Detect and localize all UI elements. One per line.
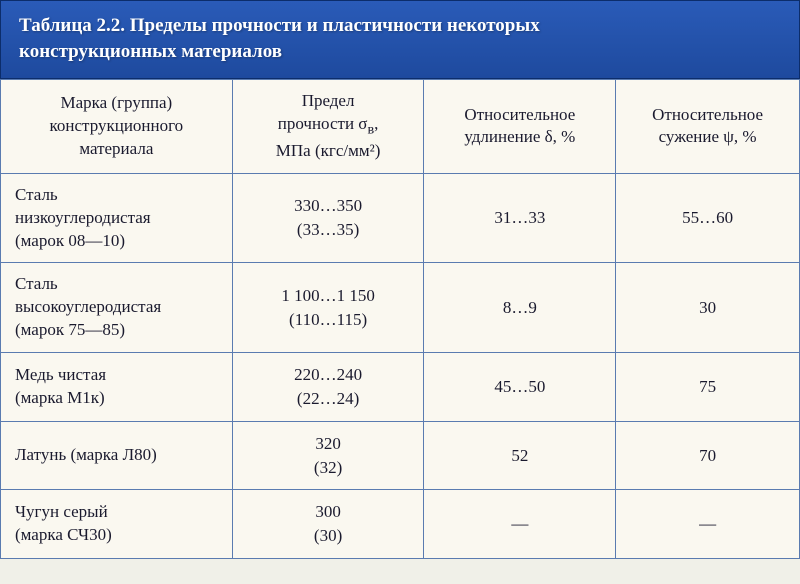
table-row: Стальнизкоуглеродистая(марок 08—10)330…3…: [1, 173, 800, 263]
narrowing-cell: 30: [616, 263, 800, 353]
material-cell: Стальнизкоуглеродистая(марок 08—10): [1, 173, 233, 263]
elongation-cell: 52: [424, 421, 616, 490]
elongation-cell: 45…50: [424, 353, 616, 422]
table-title: Таблица 2.2. Пределы прочности и пластич…: [0, 0, 800, 79]
title-line-2: конструкционных материалов: [19, 41, 282, 62]
strength-cell: 300(30): [232, 490, 424, 559]
title-line-1: Таблица 2.2. Пределы прочности и пластич…: [19, 15, 540, 36]
table-body: Стальнизкоуглеродистая(марок 08—10)330…3…: [1, 173, 800, 558]
table-row: Медь чистая(марка М1к)220…240(22…24)45…5…: [1, 353, 800, 422]
material-cell: Латунь (марка Л80): [1, 421, 233, 490]
elongation-cell: —: [424, 490, 616, 559]
table-container: Таблица 2.2. Пределы прочности и пластич…: [0, 0, 800, 559]
narrowing-cell: 55…60: [616, 173, 800, 263]
header-material: Марка (группа) конструкционного материал…: [1, 80, 233, 173]
strength-cell: 220…240(22…24): [232, 353, 424, 422]
table-row: Латунь (марка Л80)320(32)5270: [1, 421, 800, 490]
narrowing-cell: 75: [616, 353, 800, 422]
material-cell: Стальвысокоуглеродистая(марок 75—85): [1, 263, 233, 353]
material-cell: Медь чистая(марка М1к): [1, 353, 233, 422]
narrowing-cell: —: [616, 490, 800, 559]
header-narrowing: Относительное сужение ψ, %: [616, 80, 800, 173]
strength-cell: 320(32): [232, 421, 424, 490]
table-row: Чугун серый(марка СЧ30)300(30)——: [1, 490, 800, 559]
narrowing-cell: 70: [616, 421, 800, 490]
header-elongation: Относительное удлинение δ, %: [424, 80, 616, 173]
material-cell: Чугун серый(марка СЧ30): [1, 490, 233, 559]
elongation-cell: 8…9: [424, 263, 616, 353]
elongation-cell: 31…33: [424, 173, 616, 263]
header-strength: Предел прочности σв, МПа (кгс/мм²): [232, 80, 424, 173]
strength-cell: 330…350(33…35): [232, 173, 424, 263]
table-row: Стальвысокоуглеродистая(марок 75—85)1 10…: [1, 263, 800, 353]
materials-table: Марка (группа) конструкционного материал…: [0, 79, 800, 559]
strength-cell: 1 100…1 150(110…115): [232, 263, 424, 353]
header-row: Марка (группа) конструкционного материал…: [1, 80, 800, 173]
